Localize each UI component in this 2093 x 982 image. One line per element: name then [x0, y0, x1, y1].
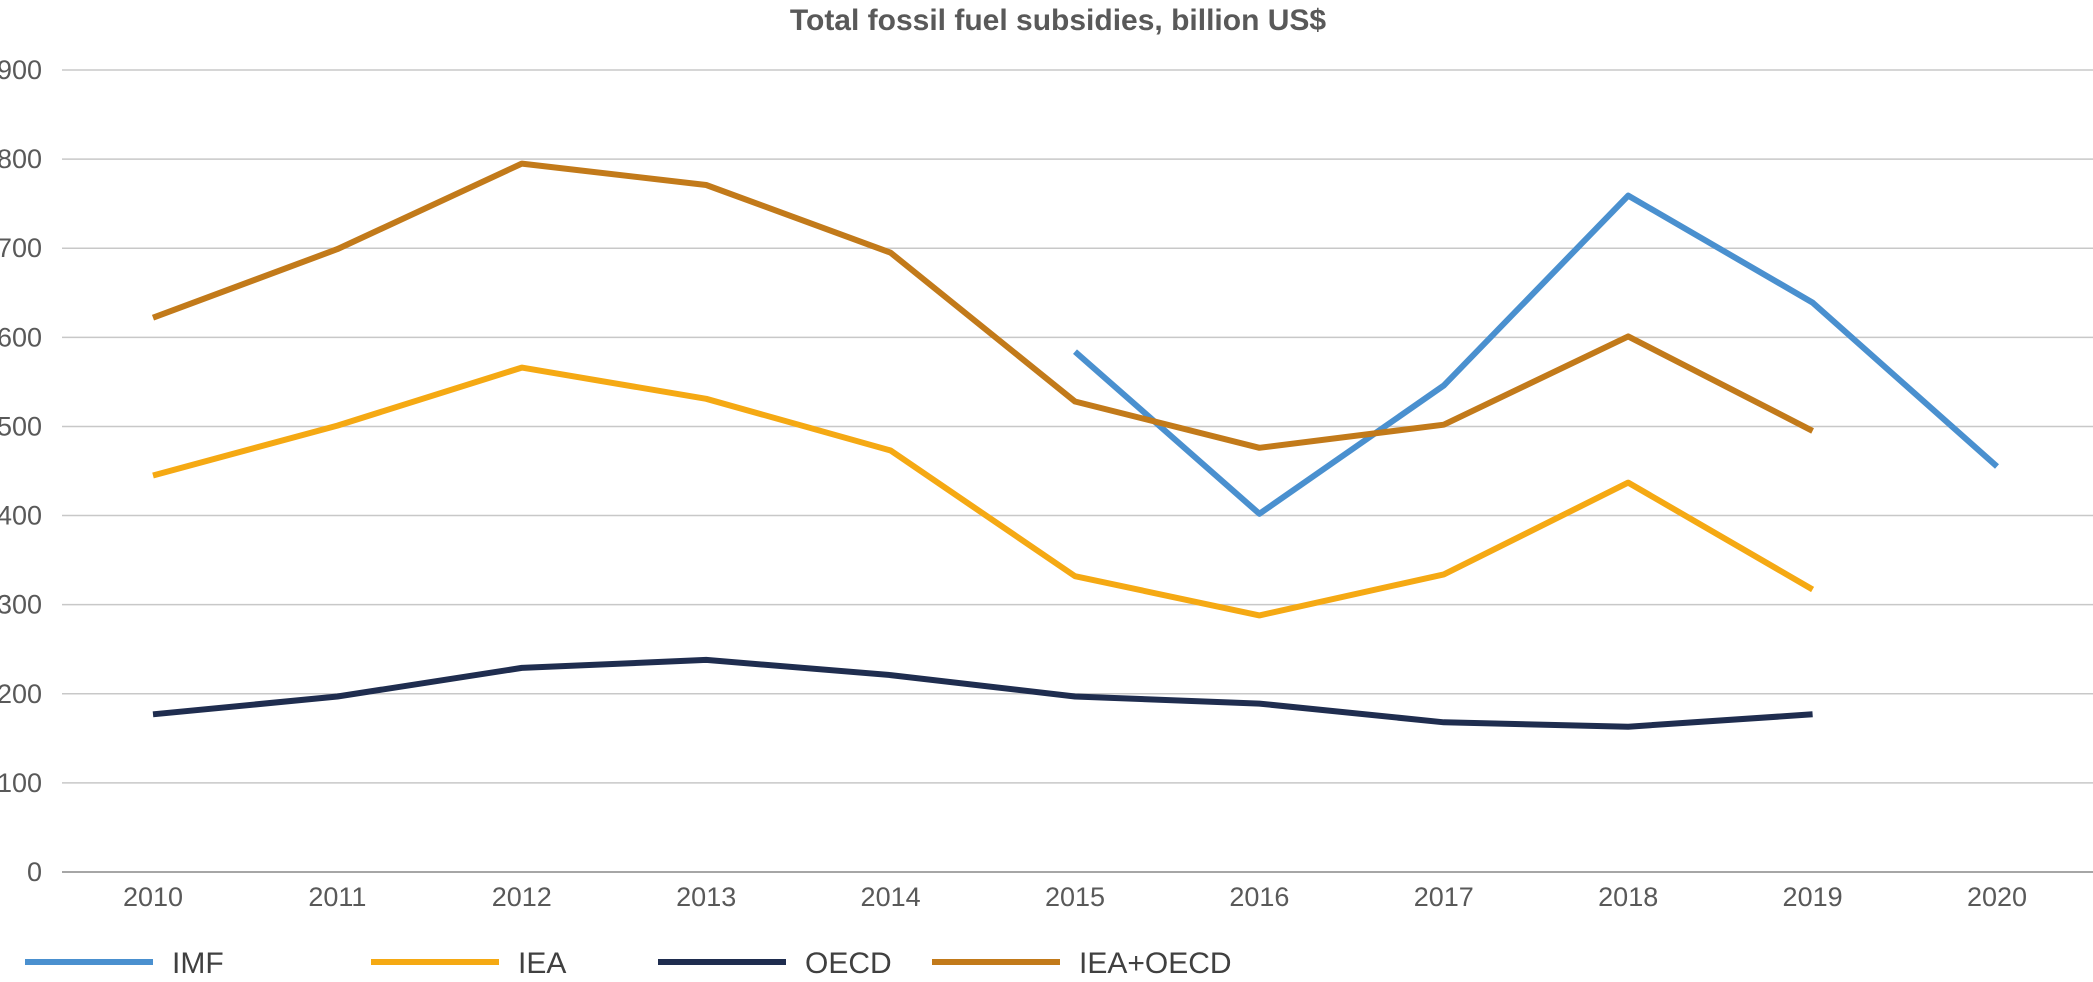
x-tick-label: 2012 [492, 882, 552, 912]
x-tick-label: 2010 [123, 882, 183, 912]
x-tick-label: 2011 [308, 882, 366, 912]
legend-item: IEA [371, 947, 566, 980]
gridlines [62, 69, 2093, 784]
series-line-iea-oecd [151, 160, 1814, 451]
legend-item: OECD [658, 947, 892, 980]
y-tick-label: 800 [0, 144, 42, 174]
y-tick-label: 900 [0, 55, 42, 85]
chart-title: Total fossil fuel subsidies, billion US$ [790, 4, 1327, 37]
legend: IMF IEA OECD IEA+OECD [25, 947, 1232, 980]
x-axis-ticks: 2010 2011 2012 2013 2014 2015 2016 2017 2018 2019… [123, 882, 2027, 912]
legend-label: IMF [172, 947, 224, 980]
y-tick-label: 700 [0, 233, 42, 263]
legend-label: OECD [805, 947, 892, 980]
y-tick-label: 300 [0, 590, 42, 620]
y-tick-label: 100 [0, 768, 42, 798]
x-tick-label: 2018 [1598, 882, 1658, 912]
series-line-imf [1073, 192, 1999, 517]
legend-item: IMF [25, 947, 224, 980]
y-tick-label: 500 [0, 411, 42, 441]
y-tick-label: 400 [0, 501, 42, 531]
legend-label: IEA+OECD [1079, 947, 1232, 980]
x-tick-label: 2015 [1045, 882, 1105, 912]
x-tick-label: 2013 [676, 882, 736, 912]
y-tick-label: 600 [0, 322, 42, 352]
y-tick-label: 0 [27, 857, 42, 887]
x-tick-label: 2016 [1229, 882, 1289, 912]
y-tick-label: 200 [0, 679, 42, 709]
series-line-oecd [152, 656, 1813, 730]
x-tick-label: 2019 [1783, 882, 1843, 912]
series-line-iea [152, 364, 1815, 619]
x-tick-label: 2020 [1967, 882, 2027, 912]
y-axis-ticks: 0 100 200 300 400 500 600 700 800 900 [0, 55, 42, 887]
legend-item: IEA+OECD [932, 947, 1232, 980]
series-lines [151, 160, 1999, 730]
x-tick-label: 2014 [861, 882, 921, 912]
legend-label: IEA [518, 947, 566, 980]
x-tick-label: 2017 [1414, 882, 1474, 912]
